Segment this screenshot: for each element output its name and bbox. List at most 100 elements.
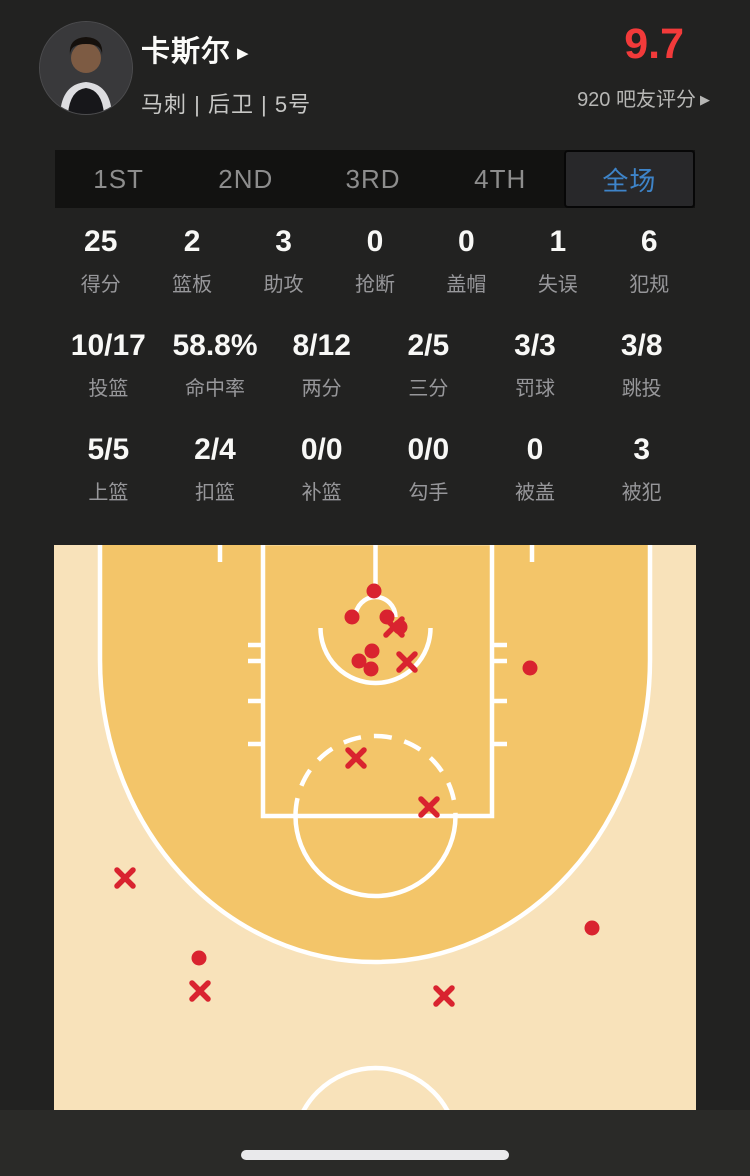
stat-label: 两分 (301, 378, 342, 400)
player-meta: 马刺 | 后卫 | 5号 (141, 92, 312, 117)
chevron-right-icon: ▶ (237, 45, 249, 62)
stat-cell: 6 犯规 (604, 224, 695, 297)
player-name: 卡斯尔 (141, 36, 232, 68)
tab-full-game[interactable]: 全场 (563, 150, 696, 208)
made-shot-marker (344, 609, 360, 625)
stat-value: 2 (183, 225, 201, 258)
tab-1st[interactable]: 1ST (93, 163, 144, 194)
stat-value: 0 (458, 225, 475, 258)
made-shot-marker (522, 660, 538, 676)
stat-label: 被盖 (515, 482, 556, 504)
stat-cell: 2 篮板 (146, 224, 237, 297)
stat-cell: 8/12 两分 (268, 328, 375, 401)
stat-cell: 58.8% 命中率 (162, 328, 269, 401)
stat-label: 犯规 (629, 274, 670, 296)
stat-cell: 3/8 跳投 (588, 328, 695, 401)
stat-value: 2/5 (407, 329, 450, 362)
stat-value: 3/8 (620, 329, 663, 362)
stat-value: 0 (526, 433, 544, 466)
stat-label: 失误 (537, 274, 578, 296)
player-photo-placeholder (40, 22, 132, 114)
stat-value: 3 (275, 225, 292, 258)
restricted-area-arc (318, 627, 433, 686)
player-name-block[interactable]: 卡斯尔 ▶ 马刺 | 后卫 | 5号 (141, 28, 311, 119)
missed-shot-marker (114, 867, 136, 889)
stat-value: 0 (366, 225, 384, 258)
made-shot-marker (364, 643, 380, 659)
tab-2nd[interactable]: 2ND (218, 163, 274, 194)
missed-shot-marker (433, 985, 455, 1007)
chevron-right-icon: ▶ (700, 92, 710, 107)
stat-row: 10/17 投篮 58.8% 命中率 8/12 两分 2/5 三分 3/3 罚球 3/8 跳投 (55, 328, 695, 401)
tab-3rd[interactable]: 3RD (345, 163, 401, 194)
lane-ticks-left (248, 642, 263, 747)
three-point-line (97, 545, 653, 965)
stat-value: 2/4 (194, 433, 236, 466)
missed-shot-marker (189, 980, 211, 1002)
stat-label: 被犯 (621, 482, 662, 504)
made-shot-marker (351, 653, 367, 669)
rating-count-label: 920 吧友评分 (577, 89, 696, 111)
stat-label: 命中率 (185, 378, 245, 400)
tab-4th[interactable]: 4TH (474, 163, 527, 194)
missed-shot-marker (345, 747, 367, 769)
rating-block: 9.7 920 吧友评分 ▶ (577, 20, 710, 112)
stat-cell: 0 抢断 (329, 224, 420, 297)
stat-value: 8/12 (292, 329, 351, 362)
stat-cell: 0 被盖 (482, 432, 589, 505)
stat-value: 3/3 (514, 329, 556, 362)
home-indicator[interactable] (241, 1150, 509, 1160)
rating-count-link[interactable]: 920 吧友评分 ▶ (577, 83, 710, 112)
stat-label: 勾手 (408, 482, 449, 504)
lane-ticks-right (492, 642, 507, 747)
missed-shot-marker (396, 651, 418, 673)
stat-value: 0/0 (300, 433, 343, 466)
stat-cell: 2/5 三分 (375, 328, 482, 401)
stat-cell: 0/0 勾手 (375, 432, 482, 505)
stat-row: 25 得分 2 篮板 3 助攻 0 抢断 0 盖帽 1 失误 6 犯规 (55, 224, 695, 297)
bottom-bar (0, 1110, 750, 1176)
stat-value: 3 (633, 433, 651, 466)
baseline-ticks (217, 545, 535, 562)
free-throw-circle-solid (293, 815, 458, 899)
missed-shot-marker (383, 616, 405, 638)
stat-cell: 3 助攻 (238, 224, 329, 297)
player-header: 卡斯尔 ▶ 马刺 | 后卫 | 5号 9.7 920 吧友评分 ▶ (0, 0, 750, 135)
stat-label: 篮板 (172, 274, 213, 296)
stat-label: 得分 (80, 274, 121, 296)
stat-value: 5/5 (87, 433, 130, 466)
stat-cell: 25 得分 (55, 224, 146, 297)
made-shot-marker (584, 920, 600, 936)
quarter-tabs: 1ST 2ND 3RD 4TH 全场 (55, 150, 696, 208)
made-shot-marker (191, 950, 207, 966)
player-avatar[interactable] (39, 21, 133, 115)
stat-cell: 1 失误 (512, 224, 603, 297)
court-inside-three-area (100, 545, 650, 962)
court-svg (54, 540, 696, 1176)
stat-cell: 3 被犯 (588, 432, 695, 505)
stat-value: 0/0 (407, 433, 450, 466)
free-throw-circle-dashed (293, 733, 458, 817)
stat-label: 补篮 (301, 482, 342, 504)
made-shot-marker (366, 583, 382, 599)
stat-label: 扣篮 (195, 482, 235, 504)
stat-cell: 0 盖帽 (421, 224, 512, 297)
stats-grid: 25 得分 2 篮板 3 助攻 0 抢断 0 盖帽 1 失误 6 犯规 10/17 投篮 58.8% 命中率 8/1… (55, 224, 695, 536)
stat-label: 投篮 (88, 378, 129, 400)
stat-cell: 0/0 补篮 (268, 432, 375, 505)
stat-value: 6 (640, 225, 658, 258)
shot-chart (54, 540, 696, 1176)
stat-value: 25 (84, 225, 118, 258)
stat-value: 10/17 (70, 329, 146, 362)
stat-value: 58.8% (172, 329, 258, 362)
stat-cell: 10/17 投篮 (55, 328, 162, 401)
stat-label: 罚球 (515, 378, 556, 400)
stat-row: 5/5 上篮 2/4 扣篮 0/0 补篮 0/0 勾手 0 被盖 3 被犯 (55, 432, 695, 505)
stat-cell: 3/3 罚球 (482, 328, 589, 401)
stat-label: 上篮 (88, 482, 129, 504)
stat-cell: 5/5 上篮 (55, 432, 162, 505)
court-lines (97, 540, 653, 1176)
made-shot-marker (363, 661, 379, 677)
missed-shot-marker (418, 796, 440, 818)
stat-label: 三分 (408, 378, 449, 400)
